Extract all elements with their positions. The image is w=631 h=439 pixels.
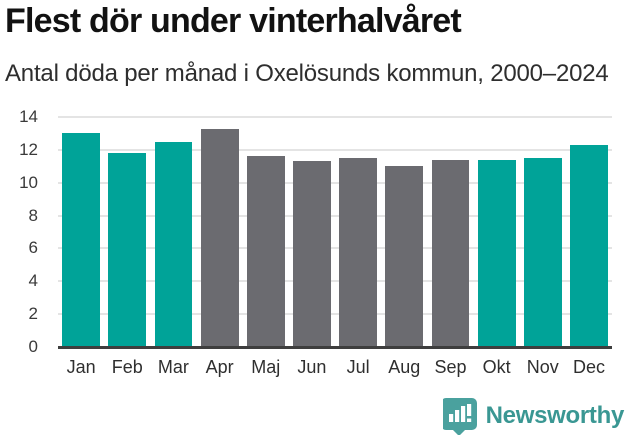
bar-column-jun <box>289 117 335 347</box>
x-tick-label-jan: Jan <box>66 357 96 377</box>
y-tick-label-8: 8 <box>28 205 38 225</box>
bar-aug <box>385 166 424 347</box>
newsworthy-logo-icon <box>442 396 477 435</box>
x-tick-label-jun: Jun <box>297 357 327 377</box>
bar-column-sep <box>427 117 473 347</box>
y-tick-label-4: 4 <box>28 271 38 291</box>
gridline-y12 <box>58 148 612 151</box>
chart-subtitle: Antal döda per månad i Oxelösunds kommun… <box>5 60 609 87</box>
x-tick-label-jul: Jul <box>346 357 370 377</box>
bars-container <box>58 117 612 347</box>
bar-column-apr <box>197 117 243 347</box>
y-tick-label-0: 0 <box>28 337 38 356</box>
bar-column-jul <box>335 117 381 347</box>
x-axis-line <box>58 346 612 349</box>
x-tick-label-nov: Nov <box>526 357 559 377</box>
bar-apr <box>200 128 239 347</box>
bar-column-aug <box>381 117 427 347</box>
y-tick-label-14: 14 <box>19 107 38 126</box>
bar-okt <box>477 159 516 347</box>
bar-column-okt <box>474 117 520 347</box>
gridline-y8 <box>58 214 612 217</box>
x-tick-label-feb: Feb <box>111 357 143 377</box>
x-tick-label-mar: Mar <box>157 357 189 377</box>
bar-jan <box>62 133 101 347</box>
x-tick-label-sep: Sep <box>434 357 467 377</box>
bar-sep <box>431 159 470 347</box>
bar-column-maj <box>243 117 289 347</box>
x-tick-label-dec: Dec <box>572 357 605 377</box>
newsworthy-brand-name: Newsworthy <box>485 401 625 429</box>
gridline-y6 <box>58 247 612 250</box>
bar-maj <box>246 156 285 347</box>
y-axis-labels: 0 2 4 6 8 10 12 14 <box>0 0 48 439</box>
y-tick-label-2: 2 <box>28 304 38 324</box>
bar-dec <box>570 144 608 347</box>
bar-jul <box>339 158 378 347</box>
bar-column-mar <box>150 117 196 347</box>
bar-jun <box>293 161 331 347</box>
x-tick-label-okt: Okt <box>482 357 511 377</box>
bar-column-jan <box>58 117 104 347</box>
y-tick-label-12: 12 <box>19 139 38 159</box>
bar-nov <box>523 158 562 347</box>
x-tick-label-aug: Aug <box>388 357 421 377</box>
chart-title: Flest dör under vinterhalvåret <box>5 2 462 40</box>
bar-column-nov <box>520 117 566 347</box>
bar-feb <box>108 153 147 347</box>
gridline-y2 <box>58 313 612 316</box>
newsworthy-brand-link[interactable]: Newsworthy <box>442 396 625 435</box>
plot-area <box>58 116 612 349</box>
gridline-y10 <box>58 181 612 184</box>
bar-column-feb <box>104 117 150 347</box>
gridline-y4 <box>58 280 612 283</box>
y-tick-label-6: 6 <box>28 238 38 258</box>
bar-mar <box>154 141 193 347</box>
bar-column-dec <box>566 117 612 347</box>
y-tick-label-10: 10 <box>19 172 38 192</box>
x-tick-label-maj: Maj <box>251 357 281 377</box>
x-tick-label-apr: Apr <box>205 357 234 377</box>
x-axis-labels: Jan Feb Mar Apr Maj Jun Jul Aug Sep Okt Nov Dec <box>58 357 612 378</box>
gridline-y14 <box>58 116 612 118</box>
